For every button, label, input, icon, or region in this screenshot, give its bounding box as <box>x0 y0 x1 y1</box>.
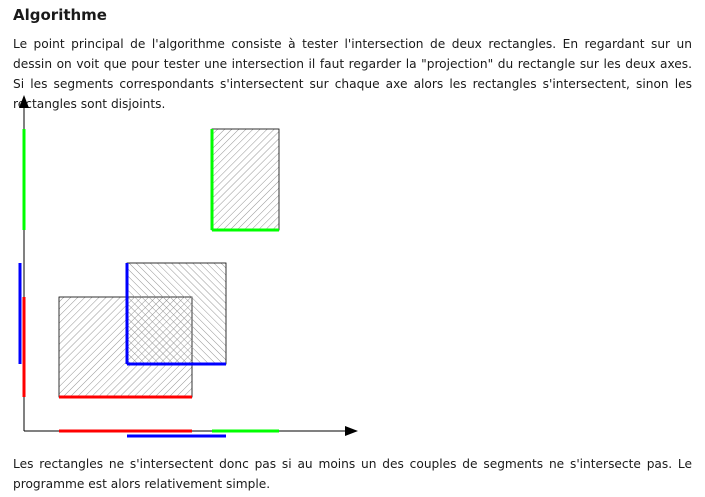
rectangle-intersection-diagram <box>18 95 358 438</box>
blue-rectangle <box>126 262 227 365</box>
x-axis-arrow-icon <box>345 426 358 436</box>
intro-paragraph: Le point principal de l'algorithme consi… <box>13 37 692 111</box>
y-axis-arrow-icon <box>19 95 29 108</box>
section-title: Algorithme <box>13 6 107 24</box>
conclusion-paragraph: Les rectangles ne s'intersectent donc pa… <box>13 457 692 491</box>
green-rectangle <box>211 128 280 231</box>
